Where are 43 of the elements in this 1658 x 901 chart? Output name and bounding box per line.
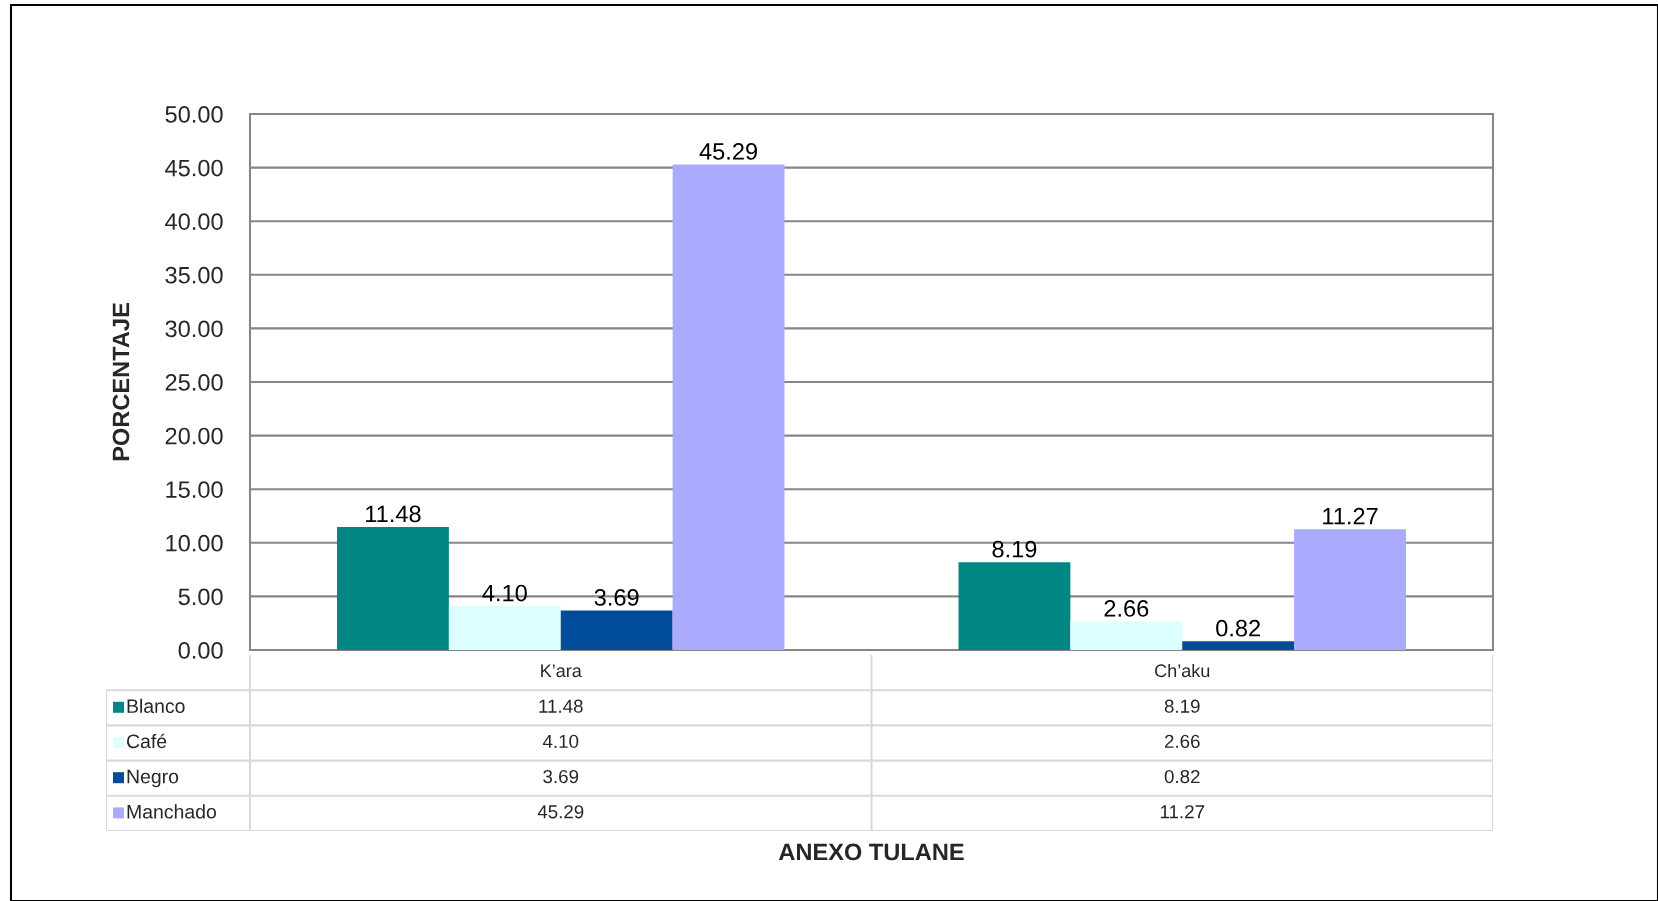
bar — [337, 526, 449, 650]
y-tick-label: 20.00 — [165, 427, 223, 445]
text: 4.10 — [482, 584, 527, 602]
y-tick-label: 10.00 — [166, 534, 223, 552]
y-tick-label: 25.00 — [165, 374, 223, 391]
data-label: 2.66 — [1164, 734, 1200, 749]
text: 45.29 — [699, 143, 757, 160]
data-label: 11.27 — [1160, 805, 1205, 819]
text: 0.82 — [1216, 619, 1260, 637]
y-tick-label: 5.00 — [178, 588, 223, 606]
text: 11.48 — [366, 505, 421, 523]
data-label: 3.69 — [543, 769, 579, 784]
bar — [672, 164, 785, 650]
data-label: 11.48 — [539, 699, 583, 713]
legend-label: Manchado — [127, 804, 216, 819]
x-tick-label: K’ara — [541, 664, 582, 678]
legend-label: Café — [126, 733, 167, 749]
bar — [1070, 621, 1183, 650]
y-tick-label: 40.00 — [165, 213, 223, 230]
text: 2.66 — [1104, 600, 1149, 617]
text: 3.69 — [594, 589, 639, 606]
text: 11.27 — [1323, 507, 1378, 525]
data-label: 8.19 — [1164, 699, 1200, 713]
bar — [560, 610, 673, 650]
y-tick-label: 45.00 — [165, 159, 223, 177]
data-label: 4.10 — [542, 734, 579, 749]
text: 8.19 — [992, 540, 1037, 558]
y-axis-title: PORCENTAJE — [112, 303, 130, 461]
y-tick-label: 30.00 — [165, 320, 223, 338]
bar — [1182, 641, 1295, 650]
x-tick-label: Ch’aku — [1155, 663, 1210, 678]
legend-label: Negro — [127, 769, 179, 788]
y-tick-label: 50.00 — [165, 106, 223, 123]
data-label: 45.29 — [537, 805, 584, 819]
legend-label: Blanco — [127, 698, 185, 714]
y-tick-label: 15.00 — [166, 481, 223, 498]
y-tick-label: 0.00 — [178, 642, 223, 659]
text: ANEXO TULANE — [778, 843, 964, 861]
data-label: 0.82 — [1164, 769, 1200, 784]
y-tick-label: 35.00 — [165, 266, 223, 284]
bar — [448, 606, 561, 650]
bar — [1294, 529, 1406, 650]
bar — [958, 562, 1071, 650]
